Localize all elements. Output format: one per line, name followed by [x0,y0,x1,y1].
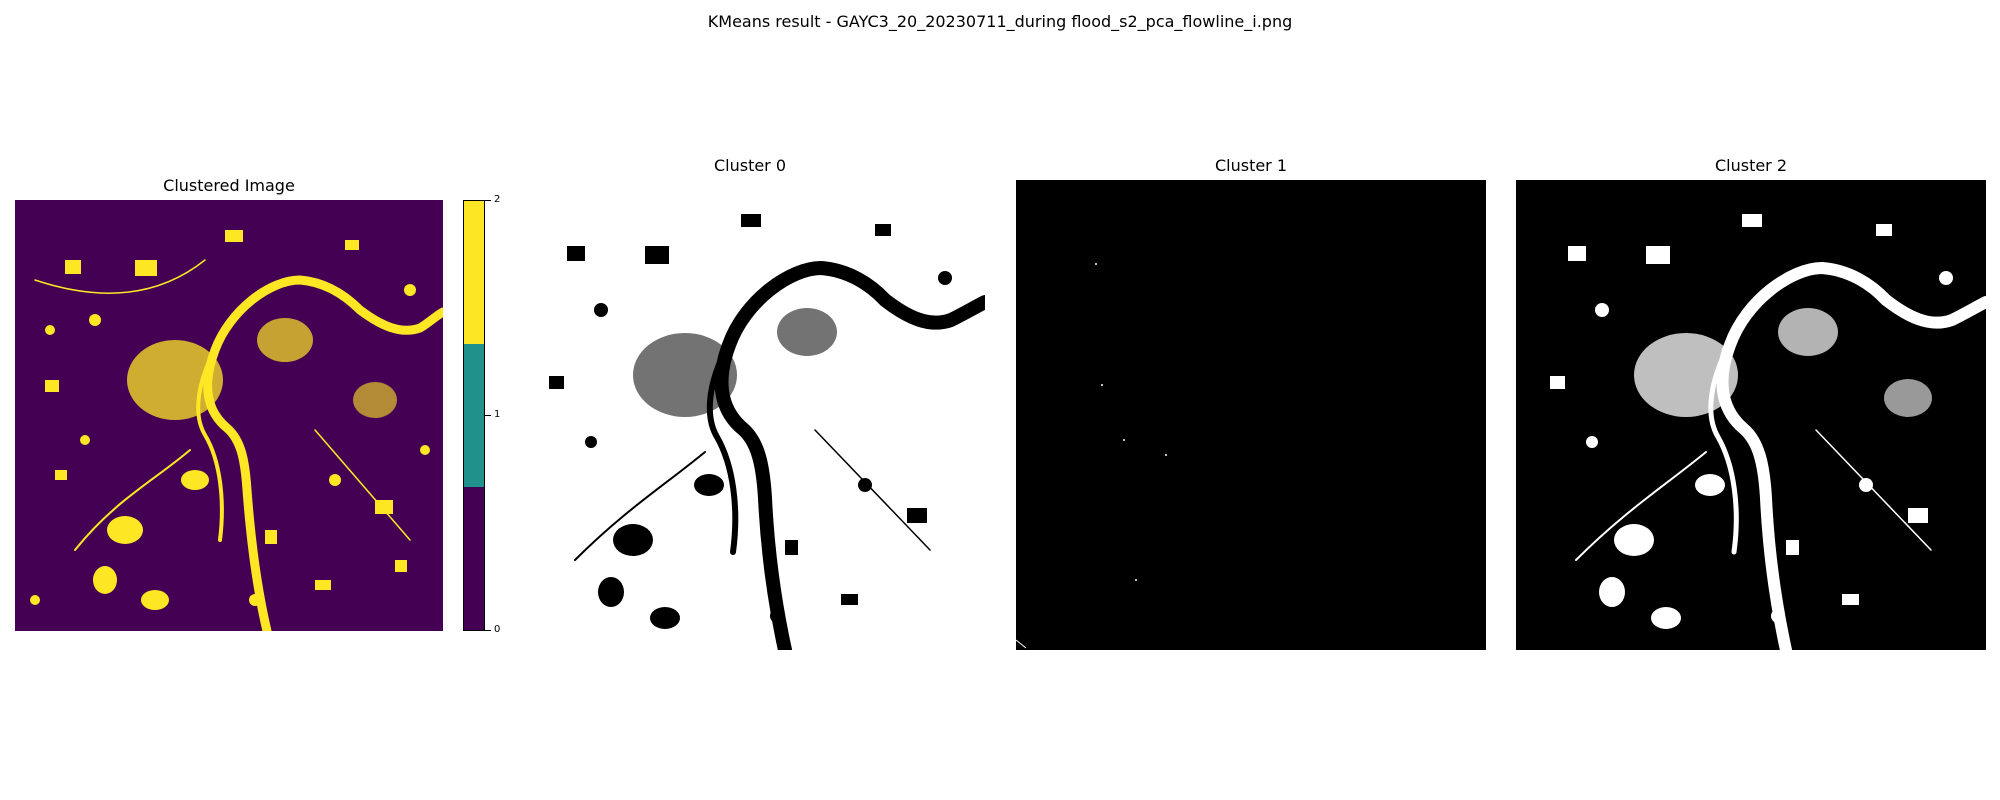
road-network-1 [74,449,191,551]
colorbar-tick [485,200,491,201]
cluster-2-image [1516,180,1986,650]
cluster-2-title: Cluster 2 [1714,156,1788,175]
colorbar-segment-high [464,201,484,345]
colorbar-segment-mid [464,344,484,488]
colorbar-tick-label: 2 [494,194,501,205]
colorbar-tick [485,630,491,631]
clustered-image-map [15,200,443,631]
clustered-image [15,200,443,631]
cluster-0-image [515,180,985,650]
cluster-2-mask [1516,180,1986,650]
cluster-1-title: Cluster 1 [1214,156,1288,175]
clustered-image-title: Clustered Image [163,176,295,195]
urban-core [1634,333,1738,417]
colorbar [463,200,485,631]
cluster-0-title: Cluster 0 [713,156,787,175]
urban-core [127,340,223,420]
river-main [203,275,443,631]
road-network-2 [314,429,411,541]
figure-suptitle: KMeans result - GAYC3_20_20230711_during… [707,12,1293,31]
cluster-0-mask [515,180,985,650]
colorbar-tick-label: 1 [494,409,501,420]
urban-core [633,333,737,417]
cluster-1-mask [1016,180,1486,650]
colorbar-tick [485,415,491,416]
colorbar-tick-label: 0 [494,624,501,635]
river-main [714,261,985,650]
river-main [1716,262,1986,650]
cluster-1-image [1016,180,1486,650]
road-network-3 [34,259,206,294]
colorbar-segment-low [464,487,484,630]
